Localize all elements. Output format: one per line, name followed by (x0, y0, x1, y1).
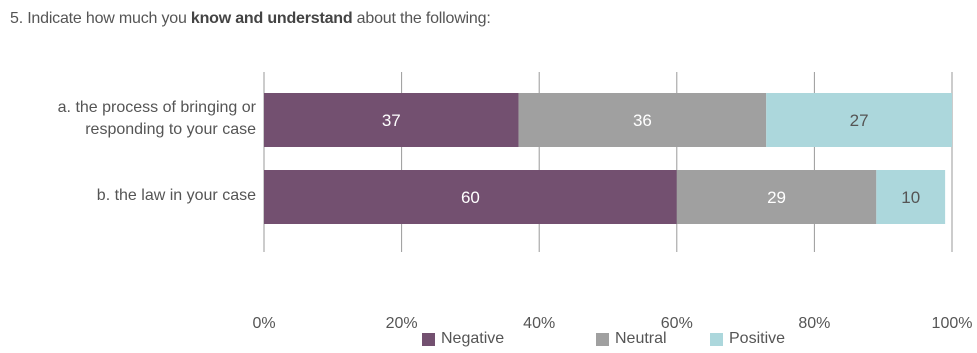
x-tick-label: 20% (385, 315, 418, 332)
legend-swatch (710, 332, 723, 346)
category-label: b. the law in your case (96, 187, 256, 204)
question-prefix: 5. Indicate how much you (10, 10, 191, 27)
bar-segment-negative (264, 170, 677, 224)
bar-value-label: 60 (461, 188, 480, 207)
bar-value-label: 29 (767, 188, 786, 207)
legend-item-neutral: Neutral (596, 330, 667, 348)
x-tick-label: 40% (523, 315, 556, 332)
x-tick-label: 80% (798, 315, 831, 332)
legend: Negative Neutral Positive (0, 330, 977, 352)
bar-value-label: 10 (901, 188, 920, 207)
bar-segment-negative (264, 93, 519, 147)
category-label: a. the process of bringing or responding … (57, 99, 256, 138)
bar-segment-neutral (676, 170, 877, 224)
legend-label: Neutral (615, 330, 667, 347)
legend-label: Positive (729, 330, 786, 347)
legend-swatch (596, 332, 609, 346)
bar-value-labels: 37 36 27 60 29 10 (382, 111, 920, 207)
legend-item-negative: Negative (422, 330, 504, 348)
bar-segment-positive (766, 93, 952, 147)
bar-value-label: 36 (633, 111, 652, 130)
legend-label: Negative (441, 330, 505, 347)
bar-segment-positive (876, 170, 946, 224)
legend-swatch (422, 332, 435, 346)
legend-item-positive: Positive (710, 330, 785, 348)
bar-value-label: 37 (382, 111, 401, 130)
question-suffix: about the following: (352, 10, 491, 27)
x-tick-label: 100% (931, 315, 973, 332)
question-heading: 5. Indicate how much you know and unders… (10, 10, 491, 28)
x-tick-label: 0% (252, 315, 276, 332)
bar-value-label: 27 (850, 111, 869, 130)
x-tick-label: 60% (660, 315, 693, 332)
bars (264, 93, 952, 224)
bar-segment-neutral (518, 93, 767, 147)
question-emphasis: know and understand (190, 10, 353, 27)
